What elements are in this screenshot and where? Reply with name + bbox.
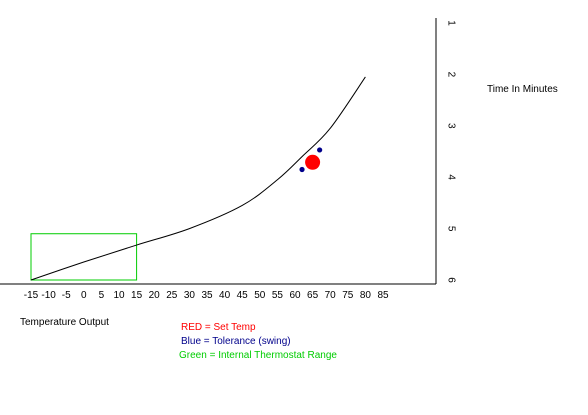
x-tick-label: -5	[62, 290, 71, 301]
y-tick-label: 2	[445, 72, 456, 78]
x-tick-label: 85	[377, 290, 389, 301]
tolerance-point	[299, 166, 305, 173]
x-tick-label: 5	[99, 290, 105, 301]
x-tick-label: 40	[219, 290, 231, 301]
x-tick-label: 80	[360, 290, 372, 301]
x-tick-label: 50	[254, 290, 266, 301]
x-axis-label: Temperature Output	[20, 317, 109, 328]
y-tick-label: 3	[445, 123, 456, 129]
x-tick-label: 60	[289, 290, 301, 301]
legend-set-temp: RED = Set Temp	[181, 322, 256, 333]
x-tick-label: 75	[342, 290, 354, 301]
y-tick-label: 1	[445, 20, 456, 26]
x-tick-label: 65	[307, 290, 319, 301]
y-axis-label: Time In Minutes	[487, 84, 558, 95]
x-tick-label: 25	[166, 290, 178, 301]
y-tick-label: 5	[445, 226, 456, 232]
tolerance-point	[317, 147, 323, 153]
x-tick-label: 15	[131, 290, 143, 301]
x-tick-label: 45	[237, 290, 249, 301]
y-tick-label: 4	[445, 174, 456, 180]
curve-line	[30, 76, 366, 281]
x-tick-label: 0	[81, 290, 87, 301]
x-tick-label: 55	[272, 290, 284, 301]
x-tick-label: 10	[113, 290, 125, 301]
x-tick-label: 70	[325, 290, 337, 301]
legend-tolerance: Blue = Tolerance (swing)	[181, 336, 291, 347]
set-temp-point	[305, 154, 321, 170]
legend-thermostat-range: Green = Internal Thermostat Range	[179, 350, 337, 361]
x-tick-label: 20	[149, 290, 161, 301]
x-tick-label: 30	[184, 290, 196, 301]
x-tick-label: -15	[24, 290, 39, 301]
x-tick-label: 35	[201, 290, 213, 301]
y-tick-label: 6	[445, 277, 456, 283]
thermostat-range-rect	[30, 233, 138, 281]
x-tick-label: -10	[41, 290, 56, 301]
